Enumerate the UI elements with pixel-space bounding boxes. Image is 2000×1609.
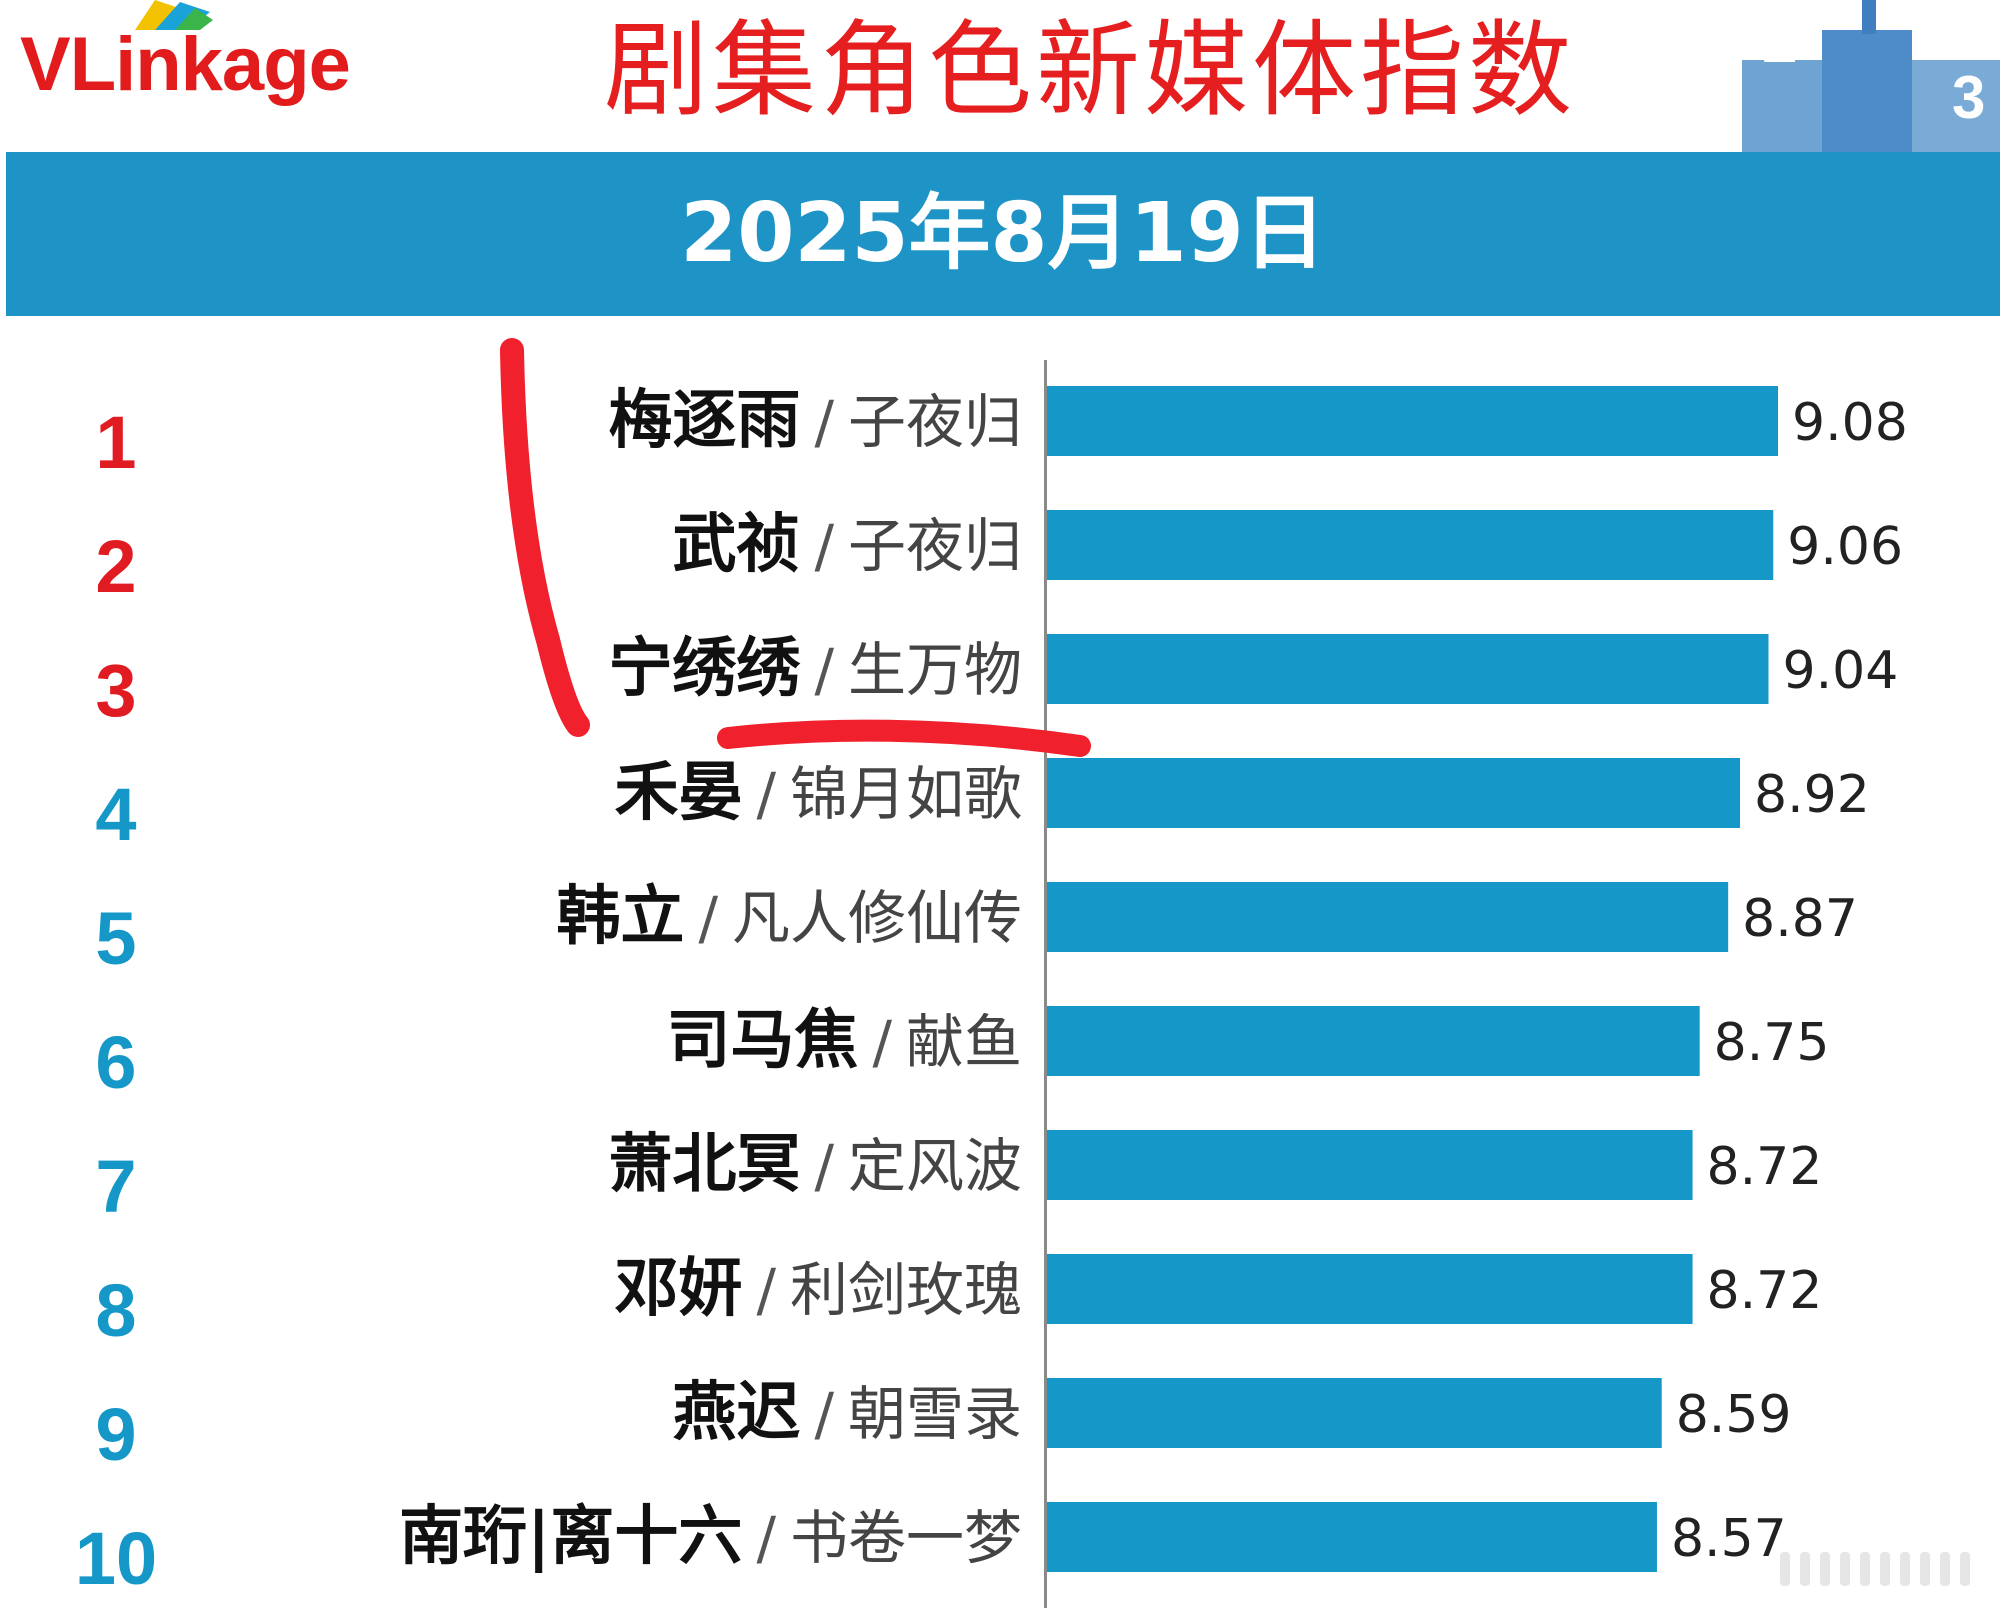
bar-label-2: 武祯 / 子夜归 bbox=[672, 495, 1022, 595]
role-name: 南珩|离十六 bbox=[399, 1500, 743, 1574]
bar-8 bbox=[1047, 1254, 1693, 1324]
bar-label-10: 南珩|离十六 / 书卷一梦 bbox=[399, 1487, 1022, 1587]
bar-label-3: 宁绣绣 / 生万物 bbox=[608, 619, 1022, 719]
rank-number-7: 7 bbox=[95, 1145, 137, 1228]
bar-label-5: 韩立 / 凡人修仙传 bbox=[556, 867, 1022, 967]
show-name: 凡人修仙传 bbox=[731, 884, 1022, 952]
bar-2 bbox=[1047, 510, 1774, 580]
rank-number-1: 1 bbox=[95, 401, 137, 484]
role-name: 萧北冥 bbox=[608, 1128, 801, 1202]
rank-number-6: 6 bbox=[95, 1021, 137, 1104]
bar-label-6: 司马焦 / 献鱼 bbox=[666, 991, 1022, 1091]
bar-6 bbox=[1047, 1006, 1700, 1076]
role-name: 邓妍 bbox=[614, 1252, 743, 1326]
role-name: 宁绣绣 bbox=[608, 632, 801, 706]
value-label-8: 8.72 bbox=[1707, 1261, 1823, 1321]
rank-number-2: 2 bbox=[95, 525, 137, 608]
label-separator: / bbox=[814, 1132, 834, 1200]
bar-7 bbox=[1047, 1130, 1693, 1200]
value-label-1: 9.08 bbox=[1792, 393, 1908, 453]
value-label-4: 8.92 bbox=[1754, 765, 1870, 825]
label-separator: / bbox=[756, 1504, 776, 1572]
label-separator: / bbox=[814, 512, 834, 580]
role-name: 燕迟 bbox=[672, 1376, 801, 1450]
show-name: 献鱼 bbox=[905, 1008, 1022, 1076]
value-label-5: 8.87 bbox=[1742, 889, 1858, 949]
bar-label-4: 禾晏 / 锦月如歌 bbox=[614, 743, 1022, 843]
watermark-bars bbox=[1780, 1552, 1970, 1586]
rank-number-4: 4 bbox=[95, 773, 137, 856]
rank-number-10: 10 bbox=[74, 1517, 158, 1600]
show-name: 定风波 bbox=[847, 1132, 1022, 1200]
rank-number-9: 9 bbox=[95, 1393, 137, 1476]
bar-label-8: 邓妍 / 利剑玫瑰 bbox=[614, 1239, 1022, 1339]
bar-label-9: 燕迟 / 朝雪录 bbox=[672, 1363, 1022, 1463]
bar-4 bbox=[1047, 758, 1741, 828]
bar-1 bbox=[1047, 386, 1778, 456]
role-name: 武祯 bbox=[672, 508, 801, 582]
label-separator: / bbox=[814, 388, 834, 456]
rank-number-5: 5 bbox=[95, 897, 137, 980]
role-name: 梅逐雨 bbox=[608, 384, 801, 458]
show-name: 锦月如歌 bbox=[789, 760, 1022, 828]
value-label-2: 9.06 bbox=[1787, 517, 1903, 577]
podium-label-2: 2 bbox=[1762, 4, 1798, 76]
value-label-6: 8.75 bbox=[1714, 1013, 1830, 1073]
show-name: 子夜归 bbox=[847, 512, 1022, 580]
role-name: 禾晏 bbox=[614, 756, 743, 830]
chart-axis bbox=[1044, 360, 1047, 1608]
show-name: 朝雪录 bbox=[847, 1380, 1022, 1448]
label-separator: / bbox=[872, 1008, 892, 1076]
date-banner: 2025年8月19日 bbox=[6, 152, 2000, 316]
date-label: 2025年8月19日 bbox=[680, 186, 1326, 281]
bar-9 bbox=[1047, 1378, 1662, 1448]
logo-flag-icon bbox=[135, 0, 213, 30]
page-title: 剧集角色新媒体指数 bbox=[603, 9, 1576, 131]
show-name: 子夜归 bbox=[847, 388, 1022, 456]
show-name: 利剑玫瑰 bbox=[789, 1256, 1022, 1324]
bar-10 bbox=[1047, 1502, 1657, 1572]
label-separator: / bbox=[814, 1380, 834, 1448]
podium-label-3: 3 bbox=[1952, 64, 1985, 131]
label-separator: / bbox=[756, 760, 776, 828]
value-label-7: 8.72 bbox=[1707, 1137, 1823, 1197]
rank-number-3: 3 bbox=[95, 649, 137, 732]
vlinkage-logo: VLinkage bbox=[20, 20, 351, 110]
rank-number-8: 8 bbox=[95, 1269, 137, 1352]
value-label-9: 8.59 bbox=[1676, 1385, 1792, 1445]
show-name: 书卷一梦 bbox=[789, 1504, 1022, 1572]
logo-text-red: VLink bbox=[20, 22, 223, 107]
role-name: 司马焦 bbox=[666, 1004, 859, 1078]
bar-label-1: 梅逐雨 / 子夜归 bbox=[608, 371, 1022, 471]
bar-label-7: 萧北冥 / 定风波 bbox=[608, 1115, 1022, 1215]
show-name: 生万物 bbox=[847, 636, 1022, 704]
bar-3 bbox=[1047, 634, 1769, 704]
label-separator: / bbox=[756, 1256, 776, 1324]
value-label-3: 9.04 bbox=[1783, 641, 1899, 701]
logo-text-plain: age bbox=[221, 22, 351, 107]
label-separator: / bbox=[698, 884, 718, 952]
role-name: 韩立 bbox=[556, 880, 685, 954]
podium-icon: 2 3 bbox=[1742, 0, 2000, 152]
bar-5 bbox=[1047, 882, 1729, 952]
label-separator: / bbox=[814, 636, 834, 704]
value-label-10: 8.57 bbox=[1671, 1509, 1787, 1569]
